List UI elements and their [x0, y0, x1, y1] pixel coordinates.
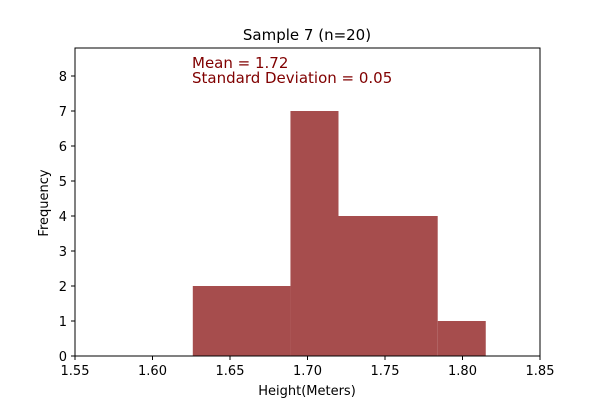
x-tick-label-4: 1.75	[371, 364, 400, 379]
x-tick-label-3: 1.70	[293, 364, 322, 379]
y-tick-label-7: 7	[59, 105, 67, 120]
y-ticks: 0 1 2 3 4 5 6 7 8	[59, 70, 75, 365]
y-tick-label-2: 2	[59, 280, 67, 295]
y-tick-label-1: 1	[59, 315, 67, 330]
bars-group	[192, 111, 486, 356]
histogram-bar-1	[290, 111, 339, 356]
x-tick-label-1: 1.60	[138, 364, 167, 379]
chart-title: Sample 7 (n=20)	[243, 26, 371, 44]
y-tick-label-0: 0	[59, 350, 67, 365]
y-axis-label: Frequency	[37, 169, 52, 236]
histogram-bar-0	[192, 286, 291, 356]
y-tick-label-3: 3	[59, 245, 67, 260]
y-tick-label-4: 4	[59, 210, 67, 225]
mean-annotation: Mean = 1.72	[192, 54, 288, 72]
x-ticks: 1.55 1.60 1.65 1.70 1.75 1.80 1.85	[61, 356, 555, 379]
y-tick-label-6: 6	[59, 140, 67, 155]
y-tick-label-8: 8	[59, 70, 67, 85]
x-axis-label: Height(Meters)	[258, 384, 356, 399]
histogram-bar-2	[338, 216, 438, 356]
x-tick-label-0: 1.55	[61, 364, 90, 379]
histogram-bar-3	[437, 321, 486, 356]
y-tick-label-5: 5	[59, 175, 67, 190]
std-annotation: Standard Deviation = 0.05	[192, 69, 392, 87]
x-tick-label-2: 1.65	[216, 364, 245, 379]
x-tick-label-6: 1.85	[526, 364, 555, 379]
x-tick-label-5: 1.80	[448, 364, 477, 379]
